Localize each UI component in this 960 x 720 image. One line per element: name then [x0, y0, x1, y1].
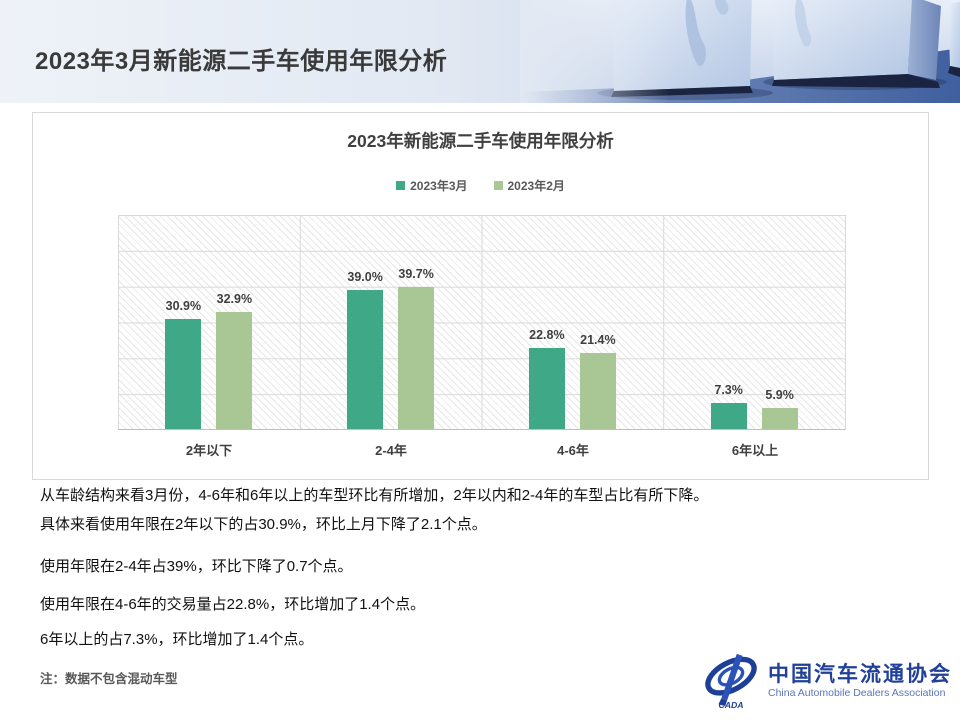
bar-value-label: 7.3%: [714, 382, 743, 397]
legend-label: 2023年2月: [507, 179, 565, 193]
bar: 39.7%: [398, 267, 435, 429]
category-cell: 30.9% 32.9%: [118, 215, 300, 429]
bar: 5.9%: [761, 388, 798, 429]
chart-legend: 2023年3月 2023年2月: [33, 177, 928, 194]
cada-emblem-text: CADA: [718, 700, 743, 710]
commentary: 从车龄结构来看3月份，4-6年和6年以上的车型环比有所增加，2年以内和2-4年的…: [40, 487, 920, 648]
bar: 21.4%: [579, 333, 616, 429]
legend-swatch-icon: [396, 181, 406, 190]
legend-label: 2023年3月: [410, 179, 468, 193]
bar-value-label: 5.9%: [765, 387, 794, 402]
bar: 39.0%: [347, 270, 384, 429]
category-label: 2年以下: [185, 443, 233, 458]
slide-header: 2023年3月新能源二手车使用年限分析: [0, 0, 960, 103]
footnote: 注：数据不包含混动车型: [40, 672, 178, 686]
category-label: 6年以上: [731, 443, 779, 458]
bar-value-label: 22.8%: [529, 327, 565, 342]
category-axis: 2年以下 2-4年 4-6年 6年以上: [118, 440, 846, 459]
chart-title: 2023年新能源二手车使用年限分析: [347, 131, 614, 151]
category-cell: 39.0% 39.7%: [300, 215, 482, 429]
category-label: 2-4年: [375, 443, 407, 458]
bar-value-label: 39.0%: [347, 269, 383, 284]
page-title: 2023年3月新能源二手车使用年限分析: [35, 48, 448, 75]
cubes-photo: [520, 0, 960, 103]
chart-card: 2023年新能源二手车使用年限分析 2023年3月 2023年2月 30.9% 32…: [32, 112, 929, 480]
commentary-line: 6年以上的占7.3%，环比增加了1.4个点。: [40, 631, 314, 648]
legend-item: 2023年3月: [396, 177, 468, 194]
bar: 7.3%: [710, 383, 747, 429]
category-cell: 7.3% 5.9%: [663, 215, 845, 429]
bar: 22.8%: [528, 328, 565, 429]
bar: 30.9%: [165, 299, 202, 429]
legend-swatch-icon: [493, 181, 503, 190]
category-label: 4-6年: [557, 443, 589, 458]
bar-value-label: 21.4%: [580, 332, 616, 347]
commentary-line: 使用年限在2-4年占39%，环比下降了0.7个点。: [40, 558, 353, 575]
commentary-line: 从车龄结构来看3月份，4-6年和6年以上的车型环比有所增加，2年以内和2-4年的…: [40, 487, 709, 504]
bar: 32.9%: [216, 292, 253, 429]
legend-item: 2023年2月: [493, 177, 565, 194]
category-cell: 22.8% 21.4%: [482, 215, 664, 429]
logo-name-en: China Automobile Dealers Association: [768, 686, 946, 699]
bar-value-label: 32.9%: [216, 291, 253, 306]
logo-name-cn: 中国汽车流通协会: [768, 662, 952, 686]
commentary-line: 使用年限在4-6年的交易量占22.8%，环比增加了1.4个点。: [40, 596, 426, 613]
commentary-line: 具体来看使用年限在2年以下的占30.9%，环比上月下降了2.1个点。: [40, 516, 487, 533]
bar-value-label: 39.7%: [398, 267, 434, 282]
bar-value-label: 30.9%: [165, 298, 202, 313]
cada-logo: CADA 中国汽车流通协会 China Automobile Dealers A…: [702, 652, 952, 710]
plot-area: 30.9% 32.9% 39.0% 39.7% 22.8% 21.4% 7.3% 5.9%: [118, 215, 846, 430]
cada-emblem-icon: CADA: [705, 653, 757, 710]
